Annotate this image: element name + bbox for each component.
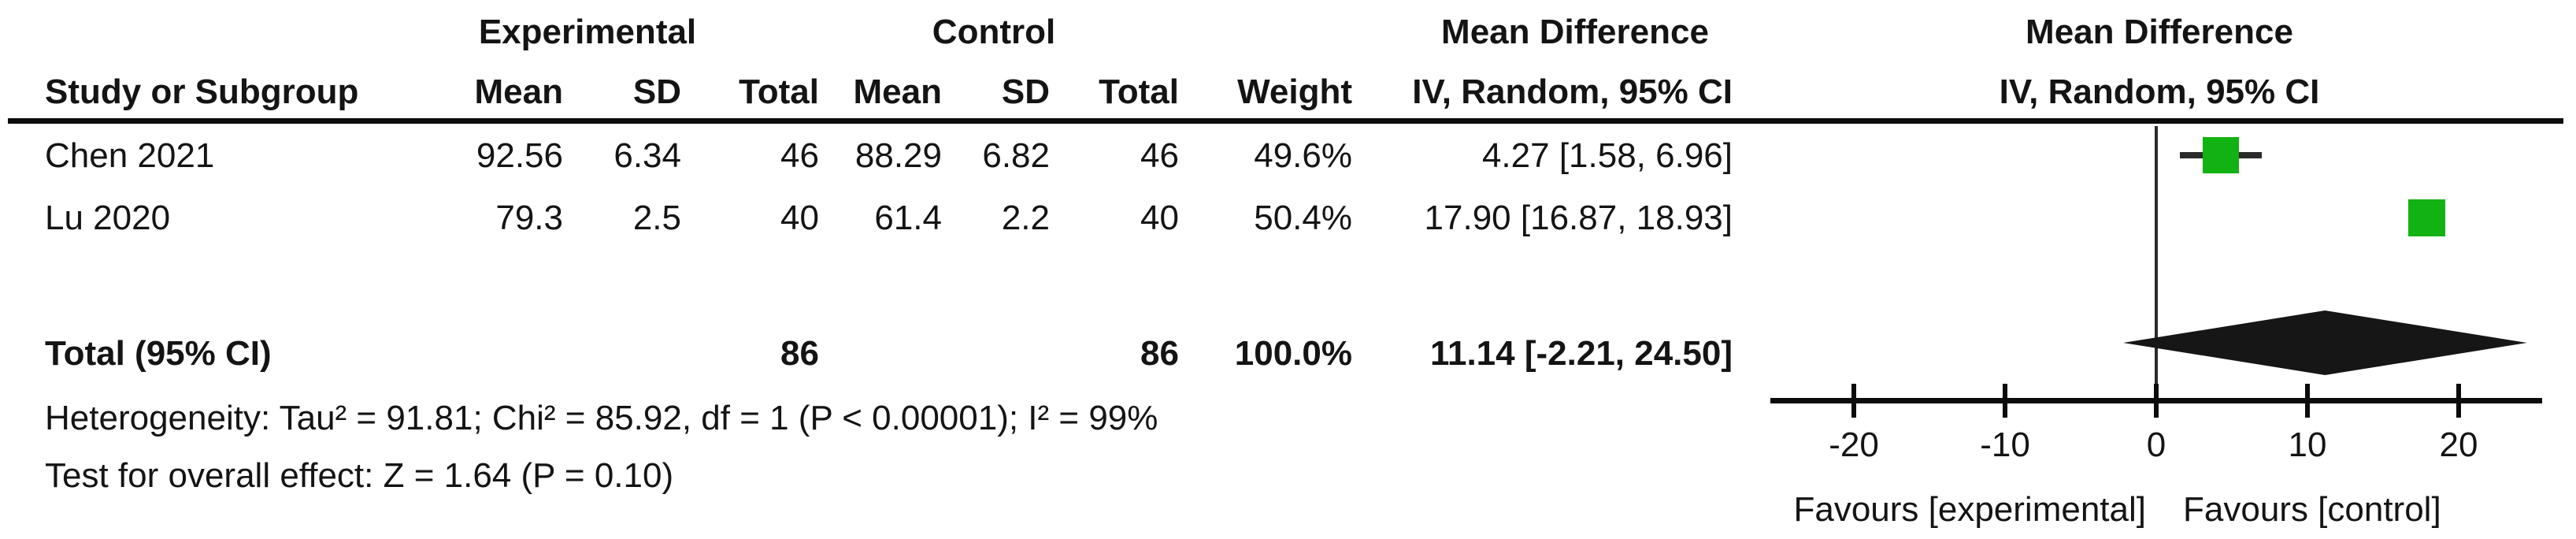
axis-tick-label: 0 [2146,426,2166,464]
axis-tick-label: -20 [1829,426,1879,464]
ctl-sd-cell: 6.82 [982,136,1050,175]
col-header-ctl-sd: SD [1001,72,1050,111]
weight-cell: 50.4% [1254,199,1352,237]
col-header-ci: IV, Random, 95% CI [1412,72,1733,111]
axis-tick-label: -10 [1980,426,2030,464]
col-header-exp-mean: Mean [474,72,563,111]
weight-cell: 49.6% [1254,136,1352,175]
plot-header-ci: IV, Random, 95% CI [1999,72,2320,111]
group-header-mean-difference: Mean Difference [1441,13,1709,51]
col-header-ctl-total: Total [1099,72,1179,111]
axis-tick [2456,384,2461,418]
col-header-exp-sd: SD [632,72,681,111]
group-header-control: Control [932,13,1056,51]
total-ctl-n: 86 [1140,334,1179,373]
total-exp-n: 86 [780,334,819,373]
exp-sd-cell: 2.5 [632,199,681,237]
col-header-exp-total: Total [739,72,819,111]
col-header-study: Study or Subgroup [45,72,359,111]
axis-tick-label: 20 [2439,426,2478,464]
ci-cell: 4.27 [1.58, 6.96] [1481,136,1733,175]
axis-tick [2305,384,2310,418]
total-label: Total (95% CI) [45,334,272,373]
study-label: Chen 2021 [45,136,215,175]
axis-tick [1851,384,1856,418]
study-label: Lu 2020 [45,199,171,237]
favours-control-label: Favours [control] [2183,490,2441,529]
exp-mean-cell: 79.3 [495,199,563,237]
exp-total-cell: 46 [780,136,819,175]
zero-line [2155,126,2158,400]
col-header-ctl-mean: Mean [853,72,942,111]
ctl-total-cell: 40 [1140,199,1179,237]
study-marker-square [2202,137,2239,173]
exp-total-cell: 40 [780,199,819,237]
ctl-mean-cell: 88.29 [854,136,942,175]
total-ci: 11.14 [-2.21, 24.50] [1429,334,1733,373]
axis-tick [2154,384,2159,418]
axis-tick [2003,384,2007,418]
ctl-total-cell: 46 [1140,136,1179,175]
study-marker-square [2408,199,2446,236]
overall-effect-text: Test for overall effect: Z = 1.64 (P = 0… [45,456,674,495]
group-header-experimental: Experimental [478,13,697,51]
ctl-mean-cell: 61.4 [874,199,942,237]
col-header-weight: Weight [1237,72,1352,111]
axis-tick-label: 10 [2288,426,2327,464]
heterogeneity-text: Heterogeneity: Tau² = 91.81; Chi² = 85.9… [45,399,1158,437]
header-rule [8,118,2563,124]
exp-sd-cell: 6.34 [613,136,681,175]
exp-mean-cell: 92.56 [476,136,563,175]
favours-experimental-label: Favours [experimental] [1793,490,2146,529]
ctl-sd-cell: 2.2 [1001,199,1050,237]
total-weight: 100.0% [1234,334,1352,373]
ci-cell: 17.90 [16.87, 18.93] [1424,199,1733,237]
plot-header-mean-difference: Mean Difference [2026,13,2293,51]
